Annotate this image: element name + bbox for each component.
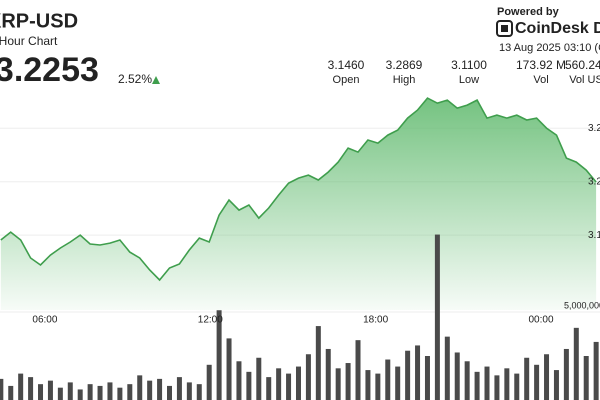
stat-label: Vol USD [569,74,600,86]
stat-value: 560.24 M [565,58,600,72]
volume-bar [28,377,34,400]
volume-bar [305,354,311,400]
logo [496,20,513,37]
symbol: XRP-USD [0,10,78,32]
volume-bar [77,389,83,400]
volume-bar [57,387,63,400]
volume-bar [524,357,530,400]
change: 2.52% [118,72,152,86]
volume-bar [434,234,440,400]
volume-bar [375,373,381,400]
volume-bar [405,350,411,400]
volume-bar [97,385,103,400]
volume-bar [286,373,292,400]
volume-bar [385,359,391,400]
volume-bar [107,382,113,400]
volume-bar [196,384,202,400]
x-tick-label: 18:00 [363,315,388,326]
volume-bar [166,385,172,400]
volume-bar [38,384,44,400]
volume-bar [583,356,589,400]
volume-bar [365,370,371,400]
stat-value: 3.1100 [451,58,487,72]
volume-bar [454,352,460,400]
volume-bar [67,382,73,400]
volume-bar [206,364,212,400]
stat-label: Vol [533,74,548,86]
volume-bar [504,368,510,400]
volume-bar [544,354,550,400]
volume-bar [276,368,282,400]
volume-bar [514,373,520,400]
stat-label: Low [459,74,479,86]
volume-bar [246,371,252,400]
y-tick-label: 3.15 [588,230,600,241]
volume-bar [47,380,53,400]
volume-bar [415,345,421,400]
stat-value: 173.92 M [516,58,566,72]
stat-label: High [393,74,416,86]
volume-bar [137,375,143,400]
volume-bar [266,377,272,400]
volume-bar [87,384,93,400]
volume-tick-label: 5,000,000 [564,300,600,310]
up-arrow [152,76,160,84]
volume-bar [147,380,153,400]
volume-bar [18,373,24,400]
volume-bar [494,375,500,400]
volume-bar [593,341,599,400]
volume-bar [236,361,242,400]
volume-bar [335,368,341,400]
x-tick-label: 12:00 [198,315,223,326]
brand: CoinDesk Data [515,20,600,37]
volume-bar [355,340,361,400]
volume-bar [563,348,569,400]
stat-value: 3.1460 [328,58,365,72]
volume-bar [0,378,4,400]
y-tick-label: 3.25 [588,123,600,134]
price-area [0,98,597,310]
volume-bar [157,378,163,400]
volume-bar [127,384,133,400]
volume-bar [444,336,450,400]
stat-label: Open [333,74,360,86]
powered-by: Powered by [497,6,560,18]
volume-bar [325,348,331,400]
x-tick-label: 00:00 [529,315,554,326]
volume-bar [484,366,490,400]
volume-bar [186,382,192,400]
volume-bar [216,310,222,400]
volume-bar [474,371,480,400]
volume-bar [295,366,301,400]
price: $3.2253 [0,51,99,89]
price-line [0,97,597,282]
volume-bar [256,357,262,400]
subtitle: 24 Hour Chart [0,34,58,48]
plot-area: 06:00 12:00 18:00 00:00 3.15 3.20 3.25 5,000,00… [0,97,600,400]
volume-bar [345,363,351,400]
volume-bar [534,364,540,400]
volume-bar [464,361,470,400]
volume-bar [424,356,430,400]
volume-bar [8,385,14,400]
y-tick-label: 3.20 [588,176,600,187]
stat-value: 3.2869 [386,58,423,72]
volume-bar [553,370,559,400]
volume-bar [395,366,401,400]
volume-bar [315,326,321,400]
volume-bar [573,327,579,400]
volume-bar [226,338,232,400]
volume-bar [117,387,123,400]
x-tick-label: 06:00 [32,315,57,326]
timestamp: 13 Aug 2025 03:10 (GMT) [499,42,600,54]
volume-bar [176,377,182,400]
